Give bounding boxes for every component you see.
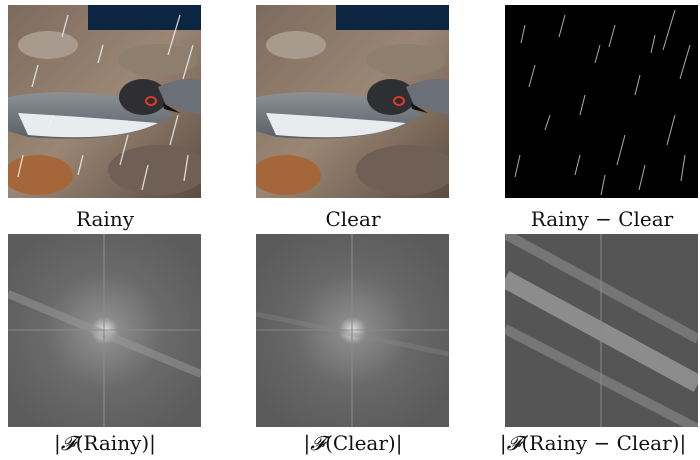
caption-arg: (Clear)| <box>325 431 403 455</box>
caption-prefix: | <box>499 431 507 455</box>
caption-rainy: Rainy <box>75 207 135 231</box>
caption-prefix: | <box>303 431 311 455</box>
rain-spectrum-svg <box>505 234 698 427</box>
caption-arg: (Rainy − Clear)| <box>521 431 687 455</box>
caption-fourier-rain: |𝓕(Rainy − Clear)| <box>486 431 700 455</box>
rainy-photo-svg <box>8 5 201 198</box>
rain-residual-svg <box>505 5 698 198</box>
clear-photo-svg <box>256 5 449 198</box>
caption-rainy-minus-clear: Rainy − Clear <box>530 207 674 231</box>
rainy-spectrum-svg <box>8 234 201 427</box>
caption-fourier-clear: |𝓕(Clear)| <box>243 431 463 455</box>
caption-fourier-rainy: |𝓕(Rainy)| <box>0 431 215 455</box>
clear-spectrum-svg <box>256 234 449 427</box>
clear-spectrum-image <box>256 234 449 427</box>
caption-prefix: | <box>54 431 61 455</box>
caption-clear: Clear <box>325 207 381 231</box>
caption-arg: (Rainy)| <box>75 431 156 455</box>
rain-residual-image <box>505 5 698 198</box>
fourier-symbol: 𝓕 <box>506 431 522 455</box>
rainy-image <box>8 5 201 198</box>
rain-spectrum-image <box>505 234 698 427</box>
rainy-spectrum-image <box>8 234 201 427</box>
fourier-symbol: 𝓕 <box>310 431 326 455</box>
fourier-symbol: 𝓕 <box>60 431 76 455</box>
clear-image <box>256 5 449 198</box>
